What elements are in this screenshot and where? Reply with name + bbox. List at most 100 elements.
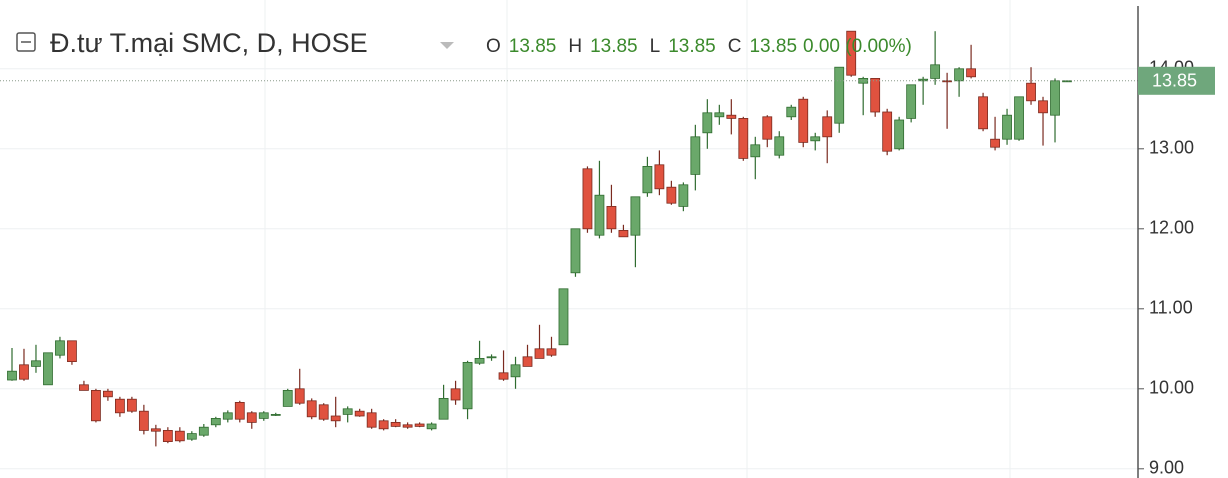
candle-body [510, 364, 521, 378]
candle-body [906, 84, 917, 119]
y-tick-label: 10.00 [1149, 378, 1194, 398]
ohlc-label: L [650, 36, 661, 57]
candle-body [846, 30, 857, 76]
candle-body [378, 420, 389, 430]
candle-body [930, 64, 941, 79]
candle-body [31, 360, 41, 367]
candle-body [318, 404, 329, 420]
candle-body [1062, 80, 1072, 83]
candle-body [786, 106, 797, 118]
candle-body [7, 370, 17, 381]
candle-body [67, 340, 77, 362]
candle-body [1038, 100, 1048, 114]
candle-body [91, 389, 101, 422]
candle-body [150, 428, 161, 432]
candle-body [882, 111, 893, 152]
candle-body [330, 415, 341, 422]
candle-body [570, 228, 581, 274]
candle-body [966, 68, 976, 78]
candle-body [546, 348, 557, 356]
candle-body [918, 78, 929, 82]
candle-body [294, 388, 305, 404]
candle-body [1002, 114, 1012, 140]
candle-body [306, 400, 317, 418]
candle-body [270, 413, 281, 416]
candle-body [1014, 96, 1024, 140]
candle-body [174, 430, 185, 442]
candle-body [438, 397, 449, 420]
candle-body [390, 421, 401, 427]
candle-body [462, 361, 473, 410]
dropdown-arrow[interactable] [440, 42, 454, 49]
ohlc-value: 13.85 [590, 36, 638, 57]
candle-body [534, 348, 545, 359]
candle-body [210, 417, 221, 426]
candle-body [642, 165, 653, 194]
ohlc-value: 13.85 [509, 36, 557, 57]
y-tick-label: 13.00 [1149, 138, 1194, 158]
candle-body [978, 96, 988, 130]
candle-body [822, 116, 833, 138]
last-price-label: 13.85 [1152, 71, 1197, 91]
ohlc-label: C [728, 36, 742, 57]
candle-body [582, 168, 593, 230]
candle-body [678, 184, 689, 207]
y-tick-label: 12.00 [1149, 218, 1194, 238]
candle-body [366, 412, 377, 428]
y-tick-label: 11.00 [1149, 298, 1193, 318]
candle-body [702, 112, 713, 134]
candle-body [654, 164, 665, 190]
candle-body [450, 388, 461, 401]
candle-body [43, 352, 53, 386]
candle-body [426, 423, 437, 430]
candle-body [498, 372, 509, 380]
last-price-badge [1138, 66, 1215, 95]
candle-body [618, 229, 629, 238]
candle-body [750, 144, 761, 158]
candle-body [246, 412, 257, 423]
candle-body [738, 118, 749, 159]
candle-body [858, 78, 869, 84]
ohlc-label: O [486, 36, 501, 57]
candle-body [870, 78, 881, 113]
y-tick-label: 9.00 [1149, 458, 1184, 478]
candle-body [834, 66, 845, 124]
candle-body [114, 398, 125, 414]
candle-body [1026, 82, 1036, 102]
candle-body [522, 356, 533, 367]
candle-body [222, 412, 233, 420]
candle-body [810, 136, 821, 142]
candle-body [402, 424, 413, 428]
candle-body [342, 408, 353, 415]
candle-body [234, 401, 245, 420]
candle-body [19, 364, 29, 380]
candle-body [79, 384, 89, 391]
candle-body [558, 288, 569, 346]
candle-body [486, 356, 497, 359]
candle-body [630, 196, 641, 236]
chart-title: Đ.tư T.mại SMC, D, HOSE [50, 28, 368, 58]
candle-body [55, 340, 65, 356]
candle-body [162, 429, 173, 442]
candle-body [942, 80, 953, 83]
candle-body [762, 116, 773, 140]
candle-body [126, 398, 137, 412]
candle-body [774, 136, 785, 156]
candle-body [138, 410, 149, 431]
candle-body [990, 138, 1000, 148]
candle-body [354, 410, 365, 417]
ohlc-label: H [568, 36, 582, 57]
candle-body [606, 205, 617, 230]
candle-body [414, 423, 425, 427]
candle-body [258, 412, 269, 419]
candle-body [954, 68, 965, 82]
candle-body [894, 119, 905, 150]
candle-body [690, 136, 701, 175]
candle-body [186, 433, 197, 440]
time-grid [264, 0, 1011, 478]
ohlc-value: 13.85 [749, 36, 797, 57]
candle-body [726, 114, 737, 119]
